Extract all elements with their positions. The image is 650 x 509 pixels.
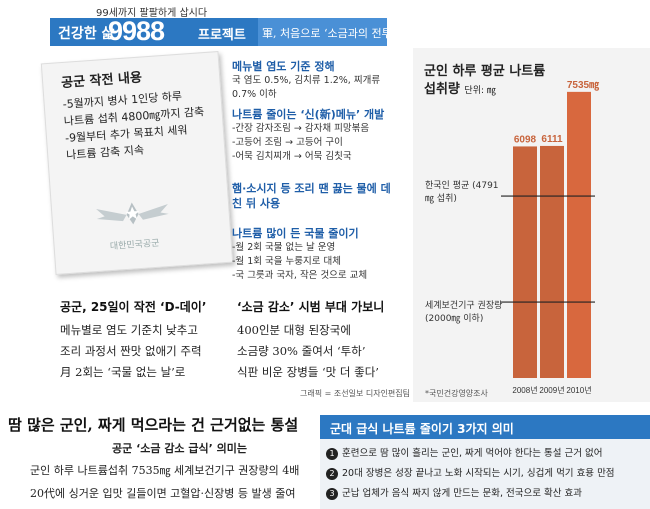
caption-right-title: ‘소금 감소’ 시범 부대 가보니 <box>237 300 385 314</box>
caption-left-title: 공군, 25일이 작전 ‘D-데이’ <box>60 300 207 314</box>
reference-lines-group <box>501 195 595 303</box>
section-title: 햄·소시지 등 조리 땐 끓는 물에 데친 뒤 사용 <box>232 182 391 210</box>
meaning-text: 20대 장병은 성장 끝나고 노화 시작되는 시기, 싱겁게 먹기 효용 만점 <box>342 468 615 479</box>
section-block: 나트륨 많이 든 국물 줄이기 -월 2회 국물 없는 날 운영 -월 1회 국… <box>232 225 407 283</box>
caption-line: 400인분 대형 된장국에 <box>237 323 351 337</box>
bottom-headline: 땀 많은 군인, 짜게 먹으라는 건 근거없는 통설 <box>8 416 299 434</box>
section-line: -월 2회 국물 없는 날 운영 <box>232 242 336 253</box>
caption-line: 메뉴별로 염도 기준치 낮추고 <box>60 323 198 337</box>
section-title: 메뉴별 염도 기준 정해 <box>232 60 335 73</box>
sections-column: 메뉴별 염도 기준 정해 국 염도 0.5%, 김치류 1.2%, 찌개류 0.… <box>232 58 407 102</box>
section-line: 국 염도 0.5%, 김치류 1.2%, 찌개류 0.7% 이하 <box>232 75 381 100</box>
sodium-chart: 6098 2008년 6111 2009년 7535㎎ 2010년 <box>501 80 599 395</box>
section-block: 나트륨 줄이는 ‘신(新)메뉴’ 개발 -간장 감자조림 → 감자채 피망볶음 … <box>232 106 407 164</box>
meaning-text: 훈련으로 땀 많이 흘리는 군인, 짜게 먹어야 한다는 통설 근거 없어 <box>342 448 603 459</box>
caption-left: 공군, 25일이 작전 ‘D-데이’ 메뉴별로 염도 기준치 낮추고 조리 과정… <box>60 298 230 383</box>
category-label: 2008년 <box>512 385 537 395</box>
section-title: 나트륨 많이 든 국물 줄이기 <box>232 227 359 240</box>
bar-2010년 <box>567 91 591 378</box>
bar-2008년 <box>513 146 537 378</box>
ref-label-korean-avg: 한국인 평균 (4791㎎ 섭취) <box>425 181 499 204</box>
caption-line: 조리 과정서 짠맛 없애기 주력 <box>60 344 202 358</box>
operation-note: 공군 작전 내용 -5월까지 병사 1인당 하루 나트륨 섭취 4800㎎까지 … <box>40 51 234 275</box>
top-caption: 99세까지 팔팔하게 삽시다 <box>96 8 208 19</box>
wings-icon <box>96 202 169 225</box>
section-line: -국 그릇과 국자, 작은 것으로 교체 <box>232 270 368 281</box>
caption-line: 月 2회는 ‘국물 없는 날’로 <box>60 365 186 379</box>
banner-prefix: 건강한 삶 <box>58 26 115 42</box>
category-label: 2010년 <box>566 385 591 395</box>
bar-value-label: 6098 <box>514 134 537 145</box>
meaning-text: 군납 업체가 음식 짜지 않게 만드는 문화, 전국으로 확산 효과 <box>342 488 582 499</box>
meaning-box <box>320 439 650 509</box>
section-line: -고등어 조림 → 고등어 구이 <box>232 137 343 148</box>
number-badge: 2 <box>326 468 338 480</box>
chart-source: *국민건강영양조사 <box>425 389 488 398</box>
bottom-line: 군인 하루 나트륨섭취 7535㎎ 세계보건기구 권장량의 4배 <box>30 464 300 477</box>
emblem-label: 대한민국공군 <box>109 238 160 253</box>
labels-group: 6098 2008년 6111 2009년 7535㎎ 2010년 <box>512 80 599 395</box>
bottom-line: 20代에 싱거운 입맛 길들이면 고혈압·신장병 등 발생 줄여 <box>30 487 296 500</box>
chart-title: 군인 하루 평균 나트륨 섭취량 <box>424 64 546 97</box>
meaning-item: 1 훈련으로 땀 많이 흘리는 군인, 짜게 먹어야 한다는 통설 근거 없어 <box>326 445 602 460</box>
bottom-sub: 공군 ‘소금 감소 급식’ 의미는 <box>112 442 247 455</box>
bar-2009년 <box>540 145 564 378</box>
bars-group <box>513 91 591 378</box>
ref-label-who: 세계보건기구 권장량 (2000㎎ 이하) <box>425 301 503 324</box>
caption-line: 식판 비운 장병들 ‘맛 더 좋다’ <box>237 365 379 379</box>
chart-title-block: 군인 하루 평균 나트륨 섭취량 단위: ㎎ <box>424 63 554 100</box>
bar-value-label: 7535㎎ <box>567 80 599 91</box>
graphic-credit: 그래픽 = 조선일보 디자인편집팀 <box>300 389 411 398</box>
number-badge: 3 <box>326 488 338 500</box>
meaning-item: 3 군납 업체가 음식 짜지 않게 만드는 문화, 전국으로 확산 효과 <box>326 485 582 500</box>
meaning-box-title: 군대 급식 나트륨 줄이기 3가지 의미 <box>330 422 514 436</box>
banner-suffix: 프로젝트 <box>198 28 246 43</box>
section-line: -어묵 김치찌개 → 어묵 김칫국 <box>232 151 352 162</box>
meaning-box-header <box>320 415 650 439</box>
banner-subtitle: 軍, 처음으로 ‘소금과의 전투’ <box>262 27 396 40</box>
number-badge: 1 <box>326 448 338 460</box>
meaning-item: 2 20대 장병은 성장 끝나고 노화 시작되는 시기, 싱겁게 먹기 효용 만점 <box>326 465 615 480</box>
caption-line: 소금량 30% 줄여서 ‘투하’ <box>237 344 366 358</box>
chart-unit: 단위: ㎎ <box>464 86 496 96</box>
air-force-emblem: 대한민국공군 <box>92 196 175 253</box>
caption-right: ‘소금 감소’ 시범 부대 가보니 400인분 대형 된장국에 소금량 30% … <box>237 298 412 383</box>
section-line: -월 1회 국을 누룽지로 대체 <box>232 256 341 267</box>
banner-tail <box>258 18 387 46</box>
bar-value-label: 6111 <box>541 134 563 145</box>
category-label: 2009년 <box>539 385 564 395</box>
banner-number: 9988 <box>108 16 165 46</box>
section-title: 나트륨 줄이는 ‘신(新)메뉴’ 개발 <box>232 108 385 121</box>
section-block: 햄·소시지 등 조리 땐 끓는 물에 데친 뒤 사용 <box>232 181 392 211</box>
section-line: -간장 감자조림 → 감자채 피망볶음 <box>232 123 370 134</box>
